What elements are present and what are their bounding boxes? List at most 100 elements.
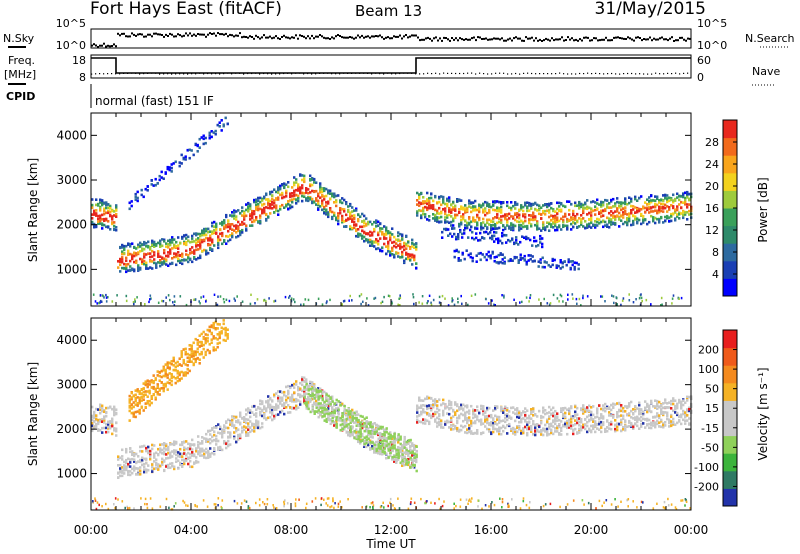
heatmap-cell: [199, 254, 202, 258]
heatmap-cell: [475, 260, 478, 263]
nave-sample: [687, 72, 689, 74]
heatmap-cell: [365, 425, 368, 428]
nave-sample: [271, 73, 273, 75]
heatmap-cell: [357, 440, 360, 444]
heatmap-cell: [379, 447, 382, 450]
heatmap-cell: [177, 454, 180, 458]
heatmap-cell: [317, 411, 320, 415]
heatmap-cell: [93, 424, 96, 428]
heatmap-cell: [606, 199, 609, 202]
nave-sample: [535, 73, 537, 75]
heatmap-cell: [271, 207, 274, 210]
heatmap-cell: [135, 467, 138, 470]
heatmap-cell: [632, 219, 635, 223]
heatmap-cell: [345, 201, 348, 204]
heatmap-cell: [259, 407, 262, 410]
nave-sample: [155, 72, 157, 74]
heatmap-cell: [149, 451, 152, 454]
heatmap-cell: [621, 299, 624, 302]
noise-sample: [473, 36, 475, 39]
heatmap-cell: [139, 244, 142, 248]
heatmap-cell: [149, 449, 152, 453]
heatmap-cell: [163, 460, 166, 463]
heatmap-cell: [305, 399, 308, 402]
heatmap-cell: [604, 300, 606, 303]
noise-sample: [421, 38, 423, 41]
heatmap-cell: [470, 225, 473, 229]
heatmap-cell: [560, 294, 563, 298]
heatmap-cell: [265, 400, 268, 404]
heatmap-cell: [263, 210, 266, 213]
heatmap-cell: [197, 460, 200, 464]
heatmap-cell: [588, 211, 591, 215]
heatmap-cell: [387, 432, 390, 436]
heatmap-cell: [315, 406, 318, 410]
heatmap-cell: [321, 397, 324, 400]
heatmap-cell: [136, 196, 139, 200]
heatmap-cell: [672, 206, 675, 210]
heatmap-cell: [199, 232, 202, 236]
heatmap-cell: [385, 444, 388, 447]
colorbar-tick-label: 28: [705, 136, 719, 149]
nave-sample: [255, 72, 257, 74]
heatmap-cell: [115, 213, 118, 216]
heatmap-cell: [247, 418, 250, 421]
heatmap-cell: [486, 221, 489, 225]
heatmap-cell: [495, 255, 498, 259]
heatmap-cell: [333, 192, 336, 196]
heatmap-cell: [666, 214, 669, 218]
heatmap-cell: [525, 296, 528, 299]
heatmap-cell: [452, 206, 455, 209]
heatmap-cell: [538, 227, 541, 230]
heatmap-cell: [527, 237, 530, 240]
heatmap-cell: [257, 196, 260, 200]
heatmap-cell: [105, 296, 108, 299]
heatmap-cell: [179, 455, 182, 458]
heatmap-cell: [618, 204, 621, 207]
heatmap-cell: [514, 207, 517, 210]
heatmap-cell: [133, 460, 136, 463]
heatmap-cell: [111, 215, 114, 218]
heatmap-cell: [614, 221, 617, 225]
heatmap-cell: [550, 225, 553, 228]
heatmap-cell: [145, 261, 148, 265]
heatmap-cell: [371, 447, 374, 450]
heatmap-cell: [381, 444, 384, 447]
heatmap-cell: [141, 456, 144, 460]
noise-sample: [541, 40, 543, 42]
heatmap-cell: [556, 216, 559, 219]
heatmap-cell: [317, 402, 320, 405]
heatmap-cell: [554, 210, 557, 213]
heatmap-cell: [632, 214, 635, 217]
heatmap-cell: [369, 424, 372, 427]
heatmap-cell: [430, 301, 432, 304]
heatmap-cell: [495, 231, 498, 234]
heatmap-cell: [217, 439, 220, 443]
heatmap-cell: [524, 201, 527, 205]
heatmap-cell: [347, 410, 350, 413]
heatmap-cell: [205, 300, 207, 303]
heatmap-cell: [524, 204, 527, 207]
heatmap-cell: [363, 221, 366, 225]
heatmap-cell: [319, 404, 322, 408]
heatmap-cell: [255, 412, 258, 415]
heatmap-cell: [103, 209, 106, 213]
heatmap-cell: [552, 220, 555, 224]
heatmap-cell: [231, 211, 234, 214]
heatmap-cell: [163, 240, 166, 243]
heatmap-cell: [559, 259, 562, 262]
colorbar-tick-label: 4: [712, 268, 719, 281]
heatmap-cell: [345, 225, 348, 228]
heatmap-cell: [220, 119, 223, 122]
heatmap-cell: [475, 236, 478, 240]
heatmap-cell: [205, 236, 208, 240]
heatmap-cell: [349, 215, 352, 219]
heatmap-cell: [201, 233, 204, 237]
heatmap-cell: [111, 209, 114, 213]
heatmap-cell: [327, 189, 330, 192]
heatmap-cell: [182, 156, 185, 160]
power-ylabel: Slant Range [km]: [26, 158, 40, 262]
heatmap-cell: [235, 224, 238, 227]
heatmap-cell: [333, 402, 336, 405]
heatmap-cell: [111, 418, 114, 422]
